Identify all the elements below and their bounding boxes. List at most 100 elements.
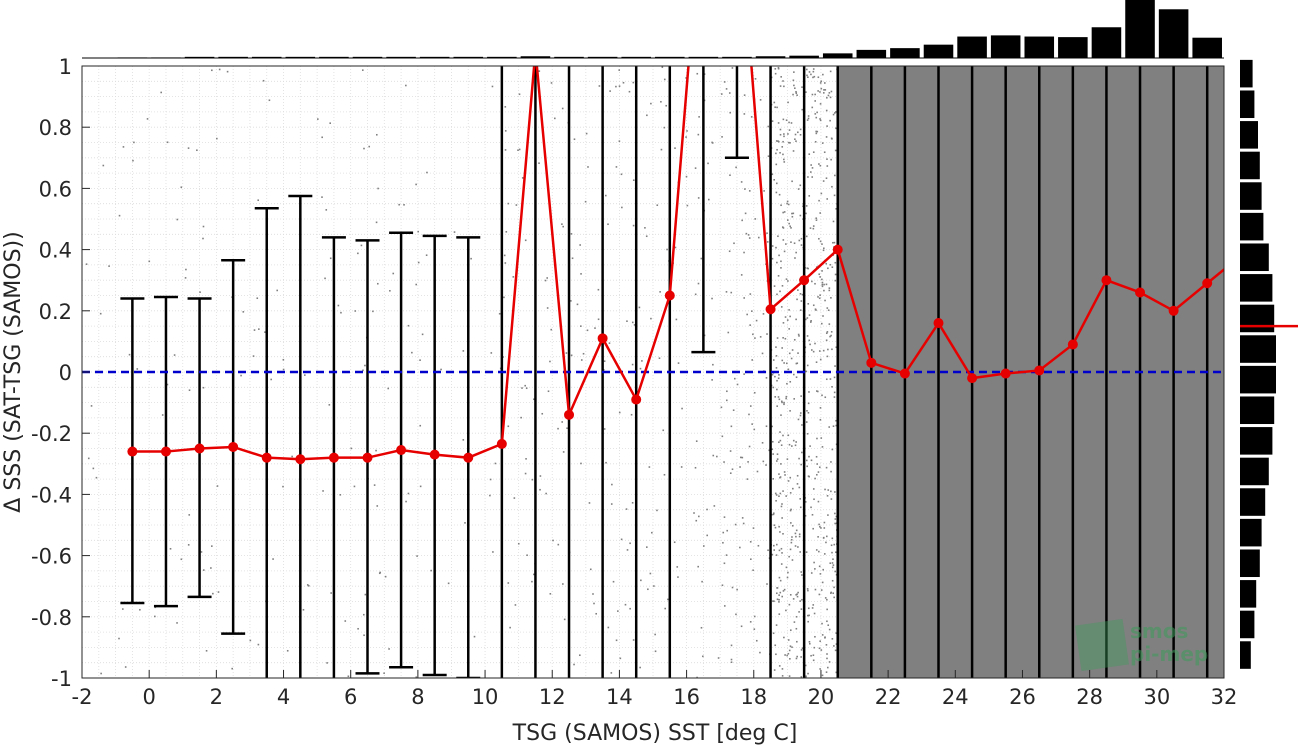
scatter-point — [791, 445, 793, 447]
scatter-point — [775, 460, 778, 462]
scatter-point — [695, 440, 698, 442]
scatter-point — [814, 588, 817, 591]
scatter-point — [725, 88, 728, 90]
x-tick-label: 0 — [142, 685, 155, 709]
scatter-point — [677, 576, 679, 578]
scatter-point — [775, 191, 778, 194]
logo: smos pi-mep — [1075, 618, 1208, 672]
scatter-point — [777, 396, 780, 398]
scatter-point — [817, 90, 819, 92]
scatter-point — [780, 547, 783, 550]
scatter-point — [778, 473, 780, 475]
scatter-point — [795, 376, 798, 379]
scatter-point — [825, 535, 828, 538]
logo-text-line1: smos — [1130, 619, 1188, 643]
axes — [81, 65, 1225, 679]
scatter-point — [122, 608, 124, 610]
scatter-point — [775, 367, 778, 369]
scatter-point — [357, 252, 359, 255]
scatter-point — [211, 545, 213, 547]
scatter-point — [322, 490, 324, 492]
scatter-point — [777, 67, 780, 70]
scatter-point — [831, 638, 834, 640]
scatter-point — [789, 509, 792, 512]
scatter-point — [697, 197, 700, 199]
scatter-point — [807, 614, 809, 617]
scatter-point — [664, 607, 666, 610]
scatter-point — [775, 624, 778, 626]
scatter-point — [321, 136, 323, 139]
scatter-point — [793, 242, 796, 245]
scatter-point — [820, 87, 823, 90]
scatter-point — [531, 478, 534, 481]
scatter-point — [779, 128, 782, 131]
scatter-point — [132, 159, 134, 162]
scatter-point — [797, 352, 799, 354]
scatter-point — [787, 101, 789, 104]
scatter-point — [747, 234, 750, 236]
scatter-point — [698, 515, 700, 518]
scatter-point — [216, 137, 218, 140]
scatter-point — [521, 177, 524, 179]
scatter-point — [188, 389, 191, 392]
scatter-point — [217, 591, 220, 593]
scatter-point — [166, 141, 169, 144]
scatter-point — [814, 140, 817, 143]
scatter-point — [740, 274, 743, 276]
scatter-point — [593, 602, 595, 605]
scatter-point — [790, 538, 793, 541]
right-histogram-bar — [1240, 243, 1269, 272]
scatter-point — [780, 444, 783, 447]
scatter-point — [789, 548, 792, 551]
scatter-point — [821, 634, 824, 636]
scatter-point — [830, 331, 833, 333]
median-point — [261, 452, 272, 463]
scatter-point — [620, 538, 623, 541]
scatter-point — [831, 566, 834, 569]
scatter-point — [509, 626, 511, 629]
scatter-point — [686, 204, 689, 207]
median-point — [396, 445, 407, 456]
scatter-point — [786, 202, 788, 205]
scatter-point — [824, 636, 826, 638]
scatter-point — [806, 465, 808, 468]
scatter-point — [415, 183, 417, 186]
scatter-point — [666, 248, 668, 251]
scatter-point — [832, 592, 835, 595]
scatter-point — [621, 206, 623, 209]
scatter-point — [717, 657, 720, 659]
top-histogram-bar — [386, 56, 416, 58]
scatter-point — [377, 187, 379, 190]
scatter-point — [798, 535, 801, 538]
scatter-point — [787, 434, 790, 437]
scatter-point — [774, 526, 777, 529]
scatter-point — [817, 471, 820, 473]
scatter-point — [776, 337, 779, 339]
scatter-point — [783, 161, 786, 163]
scatter-point — [814, 308, 817, 311]
scatter-point — [725, 399, 728, 402]
scatter-point — [417, 261, 420, 264]
scatter-point — [766, 232, 768, 235]
scatter-point — [562, 451, 565, 453]
scatter-point — [825, 283, 828, 286]
x-tick-label: 6 — [344, 685, 357, 709]
scatter-point — [813, 612, 816, 615]
scatter-point — [788, 352, 791, 355]
scatter-point — [771, 245, 774, 247]
scatter-point — [830, 470, 832, 473]
scatter-point — [813, 646, 816, 649]
scatter-point — [789, 315, 791, 318]
scatter-point — [783, 636, 785, 639]
scatter-point — [702, 545, 705, 547]
scatter-point — [789, 658, 791, 660]
scatter-point — [706, 534, 708, 537]
scatter-point — [629, 607, 631, 610]
scatter-point — [800, 649, 803, 651]
scatter-point — [326, 662, 328, 664]
scatter-point — [264, 331, 266, 333]
scatter-point — [813, 75, 816, 78]
scatter-point — [647, 588, 649, 591]
scatter-point — [833, 376, 836, 379]
scatter-point — [797, 546, 799, 548]
